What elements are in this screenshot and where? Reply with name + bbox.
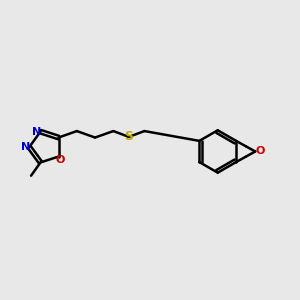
Text: O: O	[55, 155, 64, 165]
Text: O: O	[256, 146, 265, 157]
Text: S: S	[124, 130, 134, 143]
Text: N: N	[21, 142, 30, 152]
Text: N: N	[32, 127, 42, 137]
